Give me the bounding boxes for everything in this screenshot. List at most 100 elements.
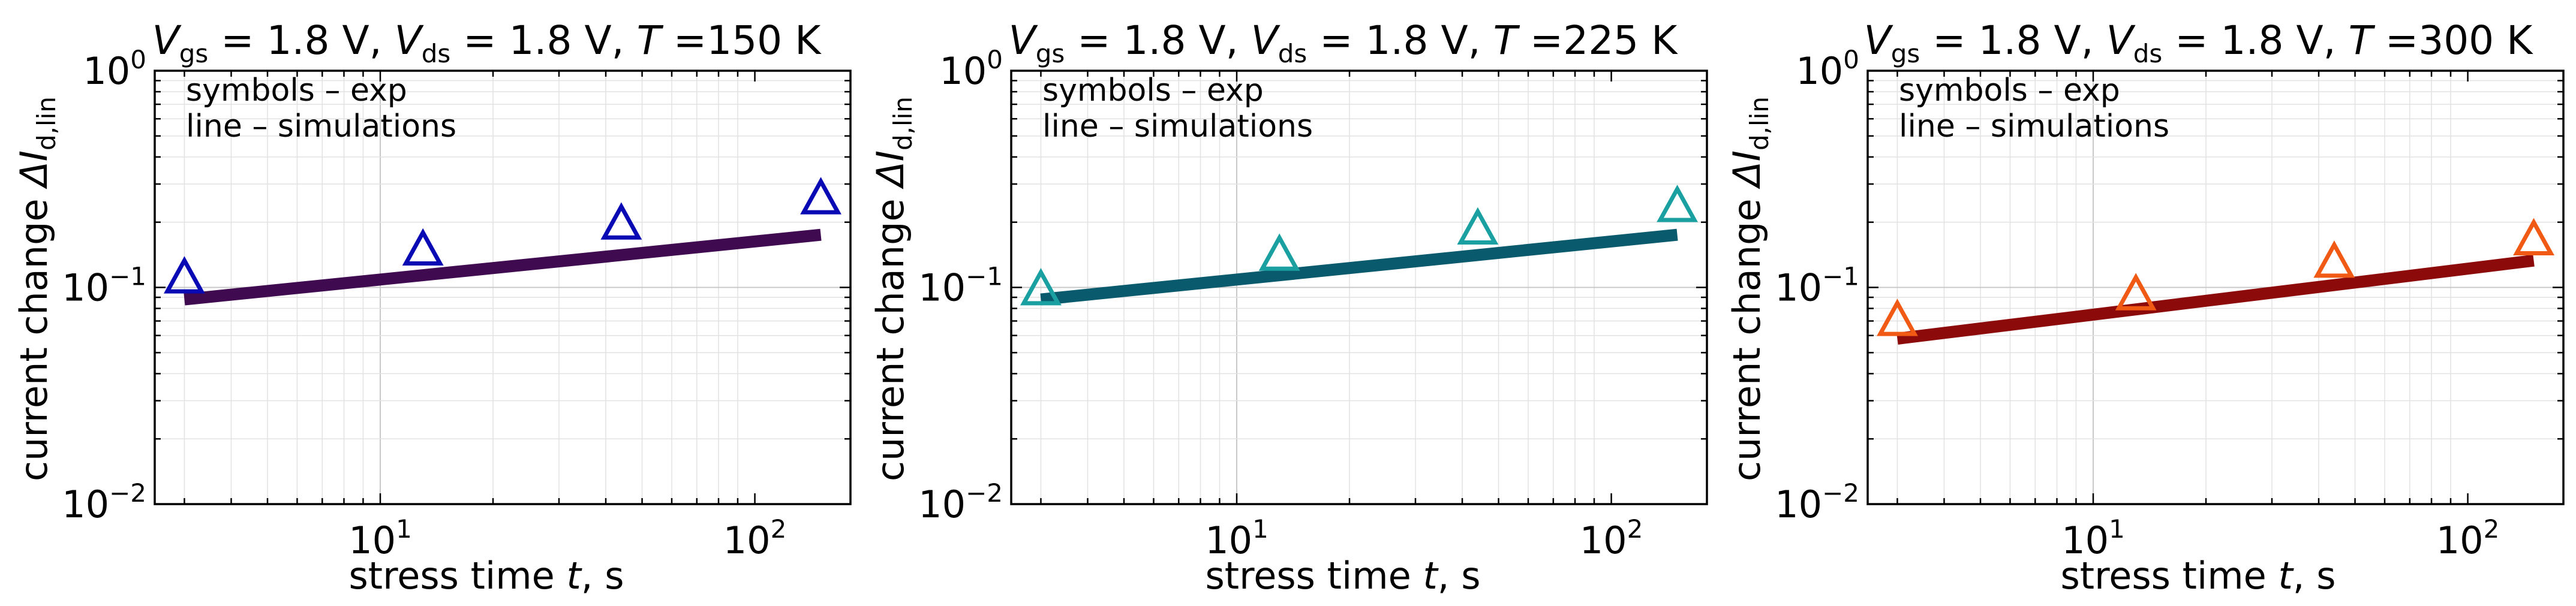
legend-sim: line – simulations <box>1899 108 2169 144</box>
y-tick-label: 10−2 <box>1775 478 1859 526</box>
y-axis-label-symbol: ΔI <box>868 150 912 189</box>
simulation-line <box>184 228 822 306</box>
legend-exp: symbols – exp <box>186 73 407 108</box>
x-tick-label: 101 <box>1205 514 1269 562</box>
x-tick-label: 102 <box>723 514 787 562</box>
title-t-symbol: T <box>1493 17 1520 64</box>
y-tick-exp: −1 <box>1822 262 1859 291</box>
x-tick-label: 102 <box>2436 514 2500 562</box>
title-t-symbol: T <box>637 17 664 64</box>
x-tick-label: 101 <box>2061 514 2125 562</box>
y-axis-label-sub: d,lin <box>1745 97 1774 150</box>
title-t-value: =300 K <box>2373 17 2533 64</box>
title-t-value: =150 K <box>661 17 822 64</box>
exp-triangle-marker <box>1877 299 1918 336</box>
title-vgs-sub: gs <box>1891 39 1920 68</box>
y-axis-label-symbol: ΔI <box>12 150 56 189</box>
y-tick-base: 10 <box>83 49 130 93</box>
legend-exp: symbols – exp <box>1899 73 2120 108</box>
x-tick-exp: 2 <box>2484 514 2500 544</box>
x-axis-label-text: stress time <box>1205 554 1423 598</box>
y-axis-label: current change ΔId,lin <box>1725 97 1774 481</box>
x-tick-base: 10 <box>2436 518 2484 562</box>
y-axis-label-text: current change <box>12 187 56 481</box>
x-tick-exp: 2 <box>1627 514 1643 544</box>
exp-triangle-marker <box>600 202 642 240</box>
title-vgs-sub: gs <box>179 39 209 68</box>
y-tick-exp: −2 <box>966 478 1003 508</box>
title-vds-symbol: V <box>1251 17 1281 64</box>
simulation-line <box>1040 228 1678 306</box>
y-tick-base: 10 <box>62 483 109 526</box>
title-t-value: =225 K <box>1517 17 1678 64</box>
title-vgs-value: = 1.8 V, <box>208 17 394 64</box>
title-vds-value: = 1.8 V, <box>2162 17 2348 64</box>
panel-title: Vgs = 1.8 V, Vds = 1.8 V, T =300 K <box>1864 17 2534 68</box>
exp-triangle-marker <box>164 256 205 294</box>
title-vds-symbol: V <box>2106 17 2136 64</box>
title-vgs-symbol: V <box>1864 17 1893 64</box>
y-tick-exp: −2 <box>109 478 146 508</box>
grid <box>155 71 850 505</box>
x-axis-label-text: stress time <box>348 554 566 598</box>
title-vgs-symbol: V <box>1009 17 1038 64</box>
title-vds-sub: ds <box>422 39 451 68</box>
x-tick-base: 10 <box>1580 518 1627 562</box>
y-axis-label-sub: d,lin <box>32 97 61 150</box>
y-tick-base: 10 <box>918 483 966 526</box>
title-vgs-value: = 1.8 V, <box>1065 17 1251 64</box>
y-tick-exp: 0 <box>130 45 146 74</box>
title-vds-value: = 1.8 V, <box>1307 17 1493 64</box>
axes-frame <box>1010 70 1708 505</box>
y-tick-base: 10 <box>1775 483 1822 526</box>
y-tick-label: 100 <box>83 45 146 93</box>
title-vds-symbol: V <box>395 17 424 64</box>
x-axis-label-symbol: t <box>1423 554 1439 598</box>
y-axis-label-symbol: ΔI <box>1725 150 1769 189</box>
x-axis-label-unit: , s <box>581 554 624 598</box>
x-tick-base: 10 <box>348 518 396 562</box>
x-axis-label-unit: , s <box>2293 554 2336 598</box>
axes-frame <box>154 70 852 505</box>
x-tick-base: 10 <box>1205 518 1252 562</box>
panel-225k: Vgs = 1.8 V, Vds = 1.8 V, T =225 K 101 10… <box>868 17 1708 598</box>
x-axis-label-text: stress time <box>2060 554 2278 598</box>
legend-sim: line – simulations <box>186 108 456 144</box>
y-tick-base: 10 <box>1796 49 1843 93</box>
exp-triangle-marker <box>800 177 841 215</box>
exp-triangle-marker <box>1020 268 1062 306</box>
x-axis-label: stress time t, s <box>348 554 624 598</box>
x-axis-label: stress time t, s <box>2060 554 2335 598</box>
panel-300k: Vgs = 1.8 V, Vds = 1.8 V, T =300 K 101 10… <box>1725 17 2565 598</box>
title-vgs-sub: gs <box>1036 39 1065 68</box>
y-tick-exp: 0 <box>1843 45 1859 74</box>
x-tick-base: 10 <box>723 518 771 562</box>
y-tick-exp: −1 <box>966 262 1003 291</box>
y-tick-base: 10 <box>62 266 109 310</box>
title-vgs-symbol: V <box>152 17 182 64</box>
y-tick-label: 10−2 <box>62 478 146 526</box>
x-tick-exp: 1 <box>1252 514 1269 544</box>
y-tick-exp: −2 <box>1822 478 1859 508</box>
panel-150k: Vgs = 1.8 V, Vds = 1.8 V, T =150 K 101 10… <box>12 17 852 598</box>
y-axis-label: current change ΔId,lin <box>868 97 918 481</box>
y-tick-label: 100 <box>939 45 1003 93</box>
x-axis-label-symbol: t <box>2278 554 2294 598</box>
exp-triangle-marker <box>1258 233 1300 271</box>
axes-frame <box>1866 70 2565 505</box>
exp-triangle-marker <box>402 228 444 266</box>
title-vds-sub: ds <box>1278 39 1307 68</box>
panel-title: Vgs = 1.8 V, Vds = 1.8 V, T =225 K <box>1009 17 1679 68</box>
x-tick-exp: 1 <box>2109 514 2125 544</box>
x-axis-label: stress time t, s <box>1205 554 1480 598</box>
x-tick-exp: 2 <box>771 514 787 544</box>
exp-triangle-marker <box>2513 218 2554 255</box>
y-tick-label: 10−1 <box>62 262 146 310</box>
y-axis-label-text: current change <box>868 187 912 481</box>
y-tick-base: 10 <box>918 266 966 310</box>
y-axis-label-text: current change <box>1725 187 1769 481</box>
